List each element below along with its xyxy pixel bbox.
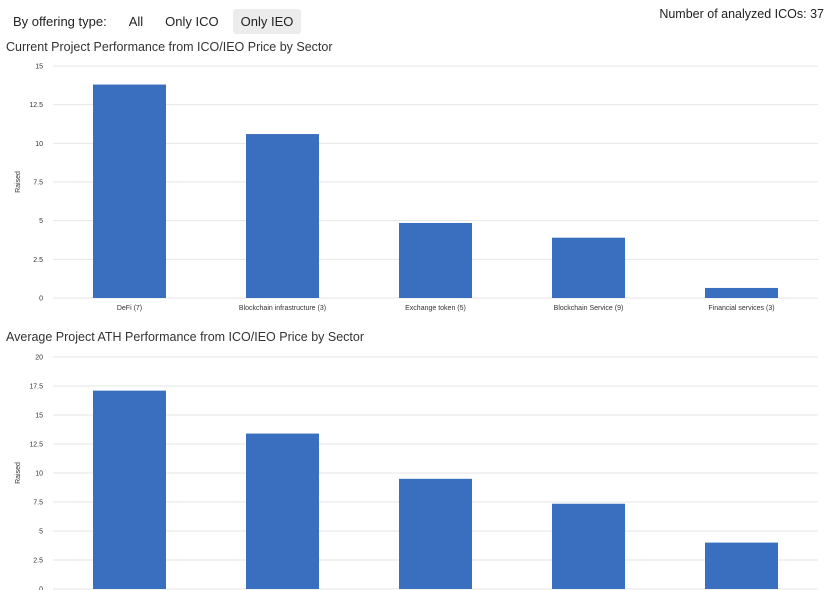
x-category-label: Financial services (3) [708,305,774,312]
y-tick-label: 15 [35,64,43,71]
bar [552,237,625,298]
filter-all[interactable]: All [128,13,144,29]
x-category-label: Blockchain Service (9) [554,305,624,312]
bar [399,222,472,298]
y-tick-label: 10 [35,141,43,148]
filter-label: By offering type: [13,13,107,29]
y-tick-label: 12.5 [29,102,43,109]
filter-only-ieo[interactable]: Only IEO [232,8,302,34]
bar [93,84,166,298]
y-tick-label: 7.5 [33,180,43,187]
y-tick-label: 0 [39,587,43,590]
y-tick-label: 12.5 [29,442,43,449]
offering-type-filter: By offering type: All Only ICO Only IEO [0,8,307,34]
bar [246,134,319,298]
y-tick-label: 2.5 [33,257,43,264]
bar [399,478,472,589]
x-category-label: Blockchain infrastructure (3) [239,305,326,312]
chart2-title: Average Project ATH Performance from ICO… [6,330,364,344]
y-tick-label: 20 [35,355,43,362]
chart1: 0 2.5 5 7.5 10 12.5 15 Raised DeFi (7) Blockchain… [15,64,818,312]
bar [246,433,319,589]
x-category-label: Exchange token (5) [405,305,466,312]
y-axis-label: Raised [15,462,22,484]
bar [705,542,778,589]
bar [705,287,778,298]
analyzed-count: Number of analyzed ICOs: 37 [659,7,824,21]
y-tick-label: 17.5 [29,384,43,391]
y-tick-label: 15 [35,413,43,420]
x-category-label: DeFi (7) [117,305,142,312]
y-tick-label: 7.5 [33,500,43,507]
y-tick-label: 10 [35,471,43,478]
filter-only-ico[interactable]: Only ICO [165,13,219,29]
y-tick-label: 5 [39,218,43,225]
y-tick-label: 2.5 [33,558,43,565]
chart1-title: Current Project Performance from ICO/IEO… [6,40,333,54]
bar [93,390,166,589]
y-tick-label: 5 [39,529,43,536]
y-axis-label: Raised [15,171,22,193]
bar [552,503,625,589]
y-tick-label: 0 [39,296,43,303]
